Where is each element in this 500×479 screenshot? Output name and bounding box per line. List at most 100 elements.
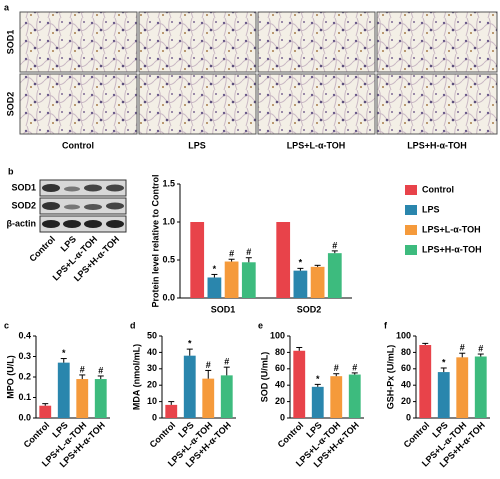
bar bbox=[330, 376, 343, 418]
y-tick-label: 0 bbox=[280, 412, 285, 422]
y-tick-label: 40 bbox=[147, 347, 157, 357]
y-tick-label: 100 bbox=[270, 330, 285, 340]
panel-label: b bbox=[8, 166, 14, 176]
micrograph bbox=[138, 73, 257, 135]
y-tick-label: 20 bbox=[147, 380, 157, 390]
legend-swatch bbox=[405, 225, 417, 235]
bar bbox=[241, 262, 256, 298]
bar bbox=[293, 350, 306, 418]
legend-label: Control bbox=[422, 184, 454, 194]
western-blot bbox=[39, 179, 127, 233]
legend-label: LPS bbox=[422, 204, 440, 214]
x-tick-label: Control bbox=[276, 420, 306, 450]
bar bbox=[419, 345, 432, 418]
micrograph bbox=[257, 73, 376, 135]
significance-marker: * bbox=[188, 338, 192, 348]
bar bbox=[224, 261, 239, 298]
bar bbox=[94, 379, 107, 418]
y-tick-label: 60 bbox=[275, 363, 285, 373]
column-label: LPS+H-α-TOH bbox=[407, 140, 467, 150]
blot-strip bbox=[39, 197, 127, 215]
y-tick-label: 20 bbox=[401, 396, 411, 406]
bar bbox=[190, 222, 205, 298]
lane-label: Control bbox=[27, 234, 57, 264]
y-tick-label: 1.5 bbox=[162, 178, 175, 188]
significance-marker: # bbox=[229, 249, 234, 259]
y-tick-label: 0.0 bbox=[18, 412, 31, 422]
bar bbox=[57, 362, 70, 418]
legend-swatch bbox=[405, 245, 417, 255]
panel-label: e bbox=[258, 320, 263, 330]
y-tick-label: 0.0 bbox=[162, 292, 175, 302]
blot-strip bbox=[39, 179, 127, 197]
significance-marker: # bbox=[246, 247, 251, 257]
y-tick-label: 40 bbox=[275, 380, 285, 390]
bar bbox=[39, 405, 52, 418]
bar bbox=[183, 355, 196, 418]
bar bbox=[310, 266, 325, 298]
bar bbox=[202, 378, 215, 418]
bar bbox=[456, 357, 469, 418]
y-tick-label: 20 bbox=[275, 396, 285, 406]
blot-row-label: SOD1 bbox=[11, 182, 36, 192]
significance-marker: # bbox=[352, 362, 357, 372]
y-tick-label: 0 bbox=[152, 412, 157, 422]
significance-marker: * bbox=[299, 258, 303, 268]
panel-label: f bbox=[384, 320, 388, 330]
legend-swatch bbox=[405, 205, 417, 215]
legend-label: LPS+H-α-TOH bbox=[422, 244, 482, 254]
significance-marker: * bbox=[62, 348, 66, 358]
y-tick-label: 100 bbox=[396, 330, 411, 340]
panel-label: a bbox=[4, 2, 10, 12]
panel-label: d bbox=[130, 320, 136, 330]
micrograph bbox=[19, 73, 138, 135]
y-tick-label: 60 bbox=[401, 363, 411, 373]
column-label: LPS bbox=[188, 140, 206, 150]
y-tick-label: 40 bbox=[401, 380, 411, 390]
y-tick-label: 50 bbox=[147, 330, 157, 340]
significance-marker: * bbox=[213, 264, 217, 274]
micrographs bbox=[19, 11, 498, 135]
significance-marker: # bbox=[80, 364, 85, 374]
micrograph bbox=[376, 11, 498, 73]
significance-marker: * bbox=[442, 357, 446, 367]
legend-swatch bbox=[405, 185, 417, 195]
y-tick-label: 80 bbox=[275, 347, 285, 357]
y-tick-label: 1.0 bbox=[162, 216, 175, 226]
bar bbox=[348, 374, 361, 418]
x-tick-label: Control bbox=[148, 420, 178, 450]
significance-marker: # bbox=[334, 363, 339, 373]
x-tick-label: SOD1 bbox=[211, 304, 236, 314]
x-tick-label: SOD2 bbox=[297, 304, 322, 314]
blot-strip bbox=[39, 215, 127, 233]
y-tick-label: 30 bbox=[147, 363, 157, 373]
significance-marker: # bbox=[206, 360, 211, 370]
significance-marker: # bbox=[332, 240, 337, 250]
y-axis-label: SOD (U/mL) bbox=[259, 352, 269, 403]
bar bbox=[276, 222, 291, 298]
bar bbox=[76, 379, 89, 418]
y-tick-label: 80 bbox=[401, 347, 411, 357]
row-label: SOD1 bbox=[5, 30, 15, 55]
significance-marker: # bbox=[224, 357, 229, 367]
significance-marker: * bbox=[316, 374, 320, 384]
significance-marker: # bbox=[478, 343, 483, 353]
row-label: SOD2 bbox=[5, 92, 15, 117]
x-tick-label: Control bbox=[402, 420, 432, 450]
panel-label: c bbox=[4, 320, 9, 330]
y-axis-label: MPO (U/L) bbox=[5, 355, 15, 399]
y-tick-label: 10 bbox=[147, 396, 157, 406]
bar bbox=[437, 372, 450, 418]
bar bbox=[293, 270, 308, 298]
bar bbox=[474, 356, 487, 418]
y-tick-label: 0.4 bbox=[18, 330, 31, 340]
micrograph bbox=[376, 73, 498, 135]
y-axis-label: MDA (nmol/mL) bbox=[131, 344, 141, 410]
y-tick-label: 0.3 bbox=[18, 351, 31, 361]
legend-label: LPS+L-α-TOH bbox=[422, 224, 481, 234]
significance-marker: # bbox=[98, 365, 103, 375]
y-tick-label: 0.2 bbox=[18, 371, 31, 381]
bar bbox=[220, 375, 233, 418]
micrograph bbox=[19, 11, 138, 73]
